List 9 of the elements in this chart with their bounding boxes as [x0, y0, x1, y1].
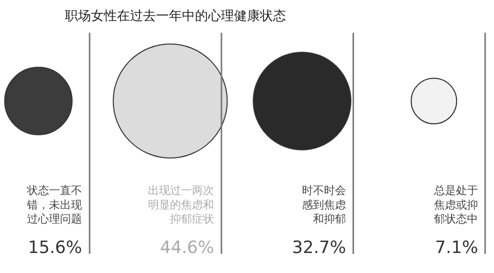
data-label: 44.6% — [160, 238, 214, 258]
data-label: 7.1% — [435, 238, 478, 258]
data-label: 32.7% — [292, 238, 346, 258]
category-label: 出现过一两次明显的焦虑和抑郁症状 — [148, 184, 214, 226]
category-label: 状态一直不错，未出现过心理问题 — [26, 184, 82, 226]
text: 职场女性在过去一年中的心理健康状态 — [65, 8, 286, 24]
data-label: 15.6% — [28, 238, 82, 258]
category-label: 时不时会感到焦虑和抑郁 — [302, 184, 346, 226]
category-label: 总是处于焦虑或抑郁状态中 — [433, 184, 478, 226]
